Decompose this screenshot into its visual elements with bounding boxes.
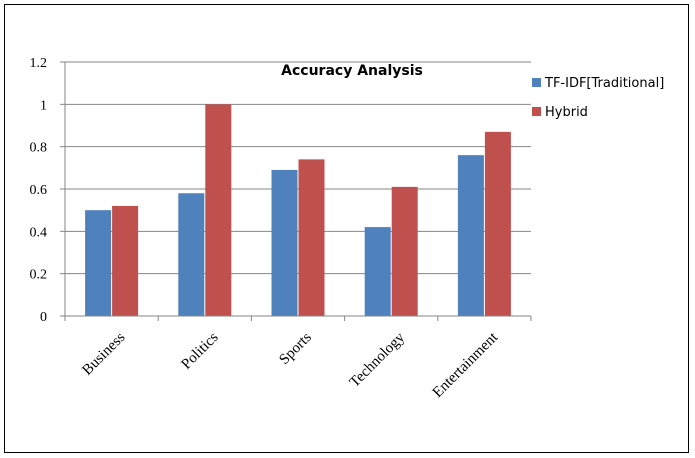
gridlines	[65, 61, 531, 275]
x-tick-label: Business	[79, 329, 128, 378]
bar-hybrid-entertainment	[484, 131, 511, 316]
y-tick-label: 1	[40, 98, 47, 113]
bar-tfidf-technology	[364, 227, 391, 316]
chart-title: Accuracy Analysis	[281, 63, 423, 79]
y-tick-label: 0.4	[30, 225, 48, 240]
legend-label: Hybrid	[545, 105, 588, 120]
legend: TF-IDF[Traditional] Hybrid	[532, 76, 664, 120]
x-tick-label: Entertainment	[430, 329, 502, 401]
bar-tfidf-entertainment	[457, 155, 484, 316]
bar-tfidf-sports	[271, 169, 298, 316]
x-tick-label: Politics	[178, 329, 221, 372]
y-tick-label: 0.2	[30, 268, 48, 283]
legend-swatch	[532, 107, 541, 116]
y-tick-label: 1.2	[30, 56, 48, 71]
legend-swatch	[532, 78, 541, 87]
y-tick-label: 0.8	[30, 141, 48, 156]
y-tick-label: 0	[40, 310, 47, 325]
bars	[85, 104, 511, 316]
bar-tfidf-politics	[178, 193, 205, 316]
bar-hybrid-technology	[391, 186, 418, 316]
x-tick-label: Technology	[347, 329, 409, 391]
legend-label: TF-IDF[Traditional]	[544, 76, 664, 91]
y-tick-label: 0.6	[30, 183, 48, 198]
x-tick-label: Sports	[276, 329, 315, 368]
bar-hybrid-sports	[298, 159, 325, 316]
bar-hybrid-business	[112, 205, 139, 316]
bar-hybrid-politics	[205, 104, 232, 316]
bar-tfidf-business	[85, 210, 112, 316]
